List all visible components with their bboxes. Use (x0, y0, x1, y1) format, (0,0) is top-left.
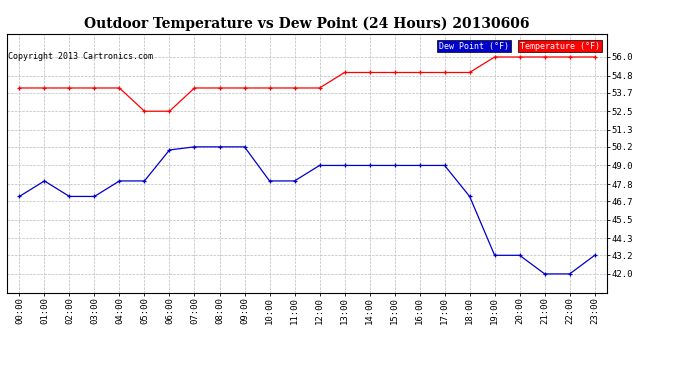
Text: Copyright 2013 Cartronics.com: Copyright 2013 Cartronics.com (8, 52, 153, 61)
Title: Outdoor Temperature vs Dew Point (24 Hours) 20130606: Outdoor Temperature vs Dew Point (24 Hou… (84, 17, 530, 31)
Text: Dew Point (°F): Dew Point (°F) (439, 42, 509, 51)
Text: Temperature (°F): Temperature (°F) (520, 42, 600, 51)
